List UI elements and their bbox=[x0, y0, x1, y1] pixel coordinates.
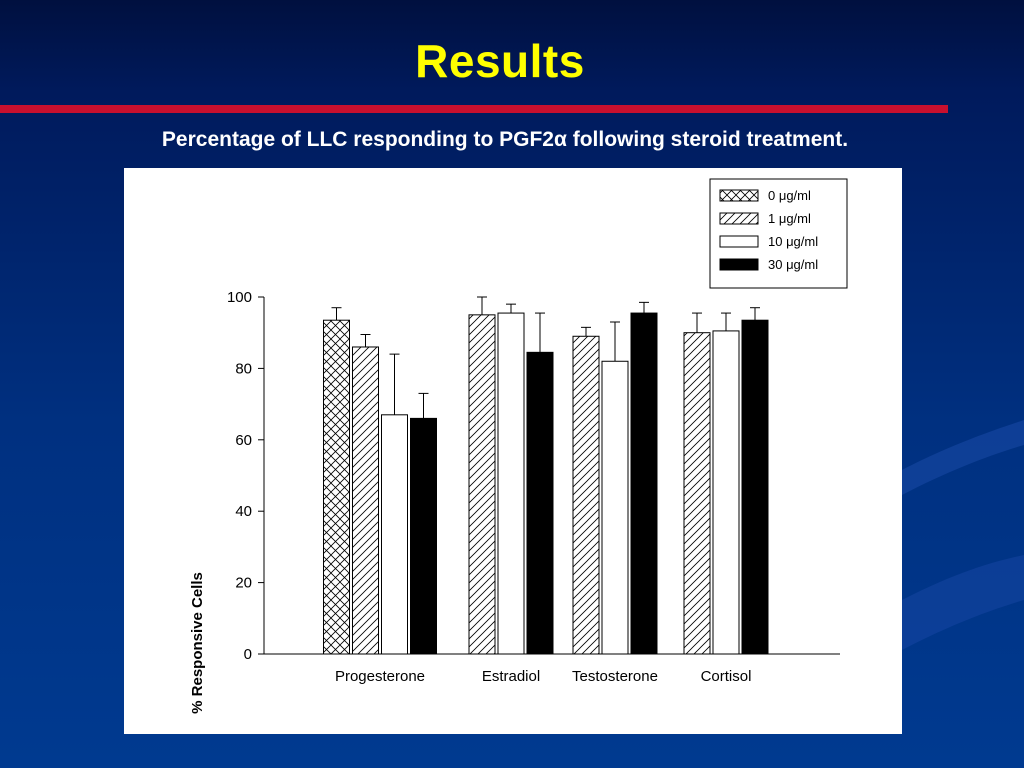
bar bbox=[468, 314, 496, 655]
bar-chart: 0 20 40 60 80 100 Progesterone Estradiol Testost… bbox=[189, 178, 848, 714]
chart-panel: 0 20 40 60 80 100 Progesterone Estradiol Testost… bbox=[124, 168, 902, 734]
x-tick-label: Progesterone bbox=[335, 668, 425, 685]
legend-label: 30 μg/ml bbox=[768, 257, 818, 272]
bar bbox=[683, 332, 711, 655]
y-tick-label: 20 bbox=[235, 575, 252, 592]
x-tick-label: Estradiol bbox=[482, 668, 540, 685]
bar bbox=[712, 330, 740, 655]
bar bbox=[410, 417, 437, 655]
legend-swatch bbox=[719, 235, 759, 248]
bar bbox=[497, 312, 525, 655]
bar bbox=[381, 414, 408, 655]
title-divider bbox=[0, 105, 948, 113]
bar bbox=[526, 351, 554, 655]
y-tick-label: 0 bbox=[244, 646, 252, 663]
slide-subtitle: Percentage of LLC responding to PGF2α fo… bbox=[161, 128, 849, 151]
bar bbox=[572, 335, 600, 655]
y-tick-label: 60 bbox=[235, 432, 252, 449]
legend-swatch bbox=[719, 258, 759, 271]
bar bbox=[741, 319, 769, 655]
legend-label: 10 μg/ml bbox=[768, 234, 818, 249]
legend-label: 1 μg/ml bbox=[768, 211, 811, 226]
bar bbox=[601, 360, 629, 655]
legend-swatch bbox=[719, 189, 759, 202]
legend-swatch bbox=[719, 212, 759, 225]
legend-label: 0 μg/ml bbox=[768, 188, 811, 203]
y-axis-title: % Responsive Cells bbox=[189, 572, 206, 714]
bar bbox=[352, 346, 379, 655]
y-tick-label: 100 bbox=[227, 289, 252, 306]
y-tick-label: 80 bbox=[235, 360, 252, 377]
bar bbox=[630, 312, 658, 655]
y-tick-label: 40 bbox=[235, 503, 252, 520]
x-tick-label: Testosterone bbox=[572, 668, 658, 685]
x-tick-label: Cortisol bbox=[701, 668, 752, 685]
bar bbox=[323, 319, 350, 655]
slide-title: Results bbox=[415, 35, 585, 87]
